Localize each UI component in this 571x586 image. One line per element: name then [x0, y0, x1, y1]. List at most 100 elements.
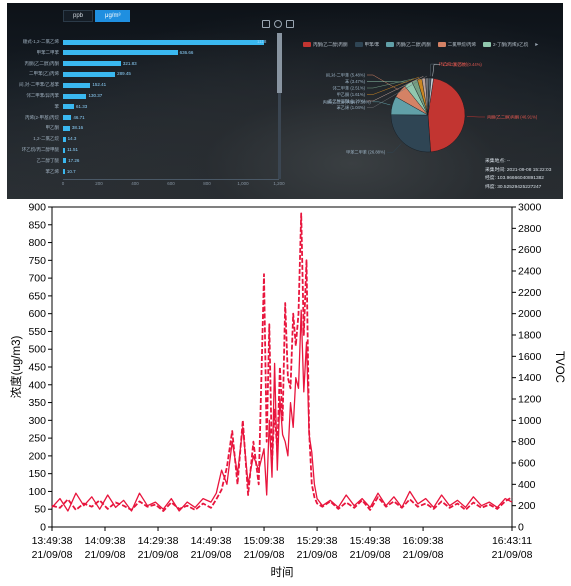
line-chart-svg: 0 50 100 150 200 250 300 350 400 450 500 550 600 650 7… [9, 202, 565, 580]
bar-fill [63, 169, 65, 175]
sampling-time: 采集时间: 2021-09-08 15:22:03 [485, 167, 552, 173]
pie-slice-label: 丙酮(乙二醇)丙酮 (46.91%) [487, 113, 538, 120]
y-axis-right: 0 200 400 600 800 1000 1200 1400 1600 1800 2000 220… [512, 202, 542, 534]
pie-slice[interactable] [427, 77, 434, 116]
y-tick-label: 50 [34, 504, 46, 516]
x-tick-time: 16:09:38 [403, 535, 444, 547]
x-axis-title: 时间 [271, 566, 294, 579]
bar-value: 636.66 [179, 49, 194, 55]
pie-slice-label: 乙二醇丁醚 (1.26%) [328, 98, 365, 105]
x-tick-time: 14:49:38 [191, 535, 232, 547]
concentration-line-chart: 0 50 100 150 200 250 300 350 400 450 500 550 600 650 7… [0, 199, 571, 586]
x-tick-date: 21/09/08 [403, 549, 444, 561]
download-icon[interactable] [286, 20, 294, 28]
bar-fill [63, 61, 121, 67]
bar-label: 邻二甲苯/异丙苯 [26, 93, 59, 98]
bar-value: 14.3 [67, 136, 77, 142]
data-view-icon[interactable] [262, 20, 270, 28]
y2-tick-label: 600 [518, 458, 536, 470]
bar-row[interactable]: 丙酮(乙二醇)丙酮 321.83 [7, 60, 279, 68]
y-tick-label: 250 [28, 433, 46, 445]
bar-chart-scrollbar[interactable] [277, 33, 282, 179]
bar-row[interactable]: 二甲苯(乙)丙烯 289.45 [7, 70, 279, 78]
pie-slice[interactable] [390, 114, 431, 153]
legend-item[interactable]: 丙酮(乙二醇)丙酮 [386, 42, 431, 48]
legend-item[interactable]: 甲苯/苯 [354, 42, 379, 48]
bar-label: 甲乙酮 [45, 125, 60, 131]
y2-tick-label: 400 [518, 479, 536, 491]
bar-label: 间,对-二甲苯/乙基苯 [19, 82, 59, 88]
legend-swatch [437, 42, 446, 47]
x-tick-date: 21/09/08 [138, 549, 179, 561]
bar-row[interactable]: 乙二醇丁醚 17.26 [7, 157, 279, 165]
scrollbar-thumb[interactable] [277, 33, 282, 93]
bar-row[interactable]: 苯 61.33 [7, 103, 279, 111]
bar-fill [63, 50, 178, 56]
bar-axis-tick: 200 [95, 181, 103, 186]
y-tick-label: 550 [28, 326, 46, 338]
bar-row[interactable]: 丙烯(2-甲基)丙烷 46.71 [7, 114, 279, 122]
bar-value: 38.16 [71, 125, 84, 131]
bar-axis-tick: 400 [131, 181, 139, 186]
chart-toolbox [262, 20, 294, 28]
pie-leader-line [387, 143, 402, 153]
bar-label: 丙烯(2-甲基)丙烷 [25, 114, 59, 120]
monitoring-dashboard: ppb μg/m³ 顺式-1,2-二氯乙烯 1118 甲苯二甲苯 636.66 丙酮(乙… [7, 3, 563, 199]
x-tick-time: 16:43:11 [492, 535, 532, 547]
bar-fill [63, 71, 116, 77]
bar-row[interactable]: 顺式-1,2-二氯乙烯 1118 [7, 38, 279, 46]
bar-value: 1118 [257, 39, 267, 44]
sampling-location: 采集地点: -- [485, 159, 511, 164]
y-tick-label: 350 [28, 397, 46, 409]
x-tick-time: 15:49:38 [350, 535, 391, 547]
x-tick-time: 14:09:38 [85, 535, 126, 547]
bar-value: 46.71 [73, 114, 85, 120]
species-pie-chart: 丙酮(乙二醇)丙酮 (46.91%) 甲苯二甲苯 (26.88%) 丙酮(乙二醇)丙… [323, 61, 538, 156]
y-tick-label: 0 [40, 522, 46, 534]
x-tick-date: 21/09/08 [297, 549, 338, 561]
legend-next-icon[interactable]: ▸ [535, 42, 539, 48]
bar-row[interactable]: 间,对-二甲苯/乙基苯 152.41 [7, 81, 279, 89]
y-tick-label: 500 [28, 344, 46, 356]
tab-ppb[interactable]: ppb [63, 10, 94, 22]
bar-label: 苯 [54, 103, 60, 109]
bar-value: 321.83 [122, 60, 137, 66]
bar-row[interactable]: 环乙烷/丙二醇甲醚 11.51 [7, 146, 279, 154]
bar-chart-axis [63, 179, 279, 180]
y-tick-label: 450 [28, 362, 46, 374]
bar-row[interactable]: 甲乙酮 38.16 [7, 124, 279, 132]
tab-ugm3[interactable]: μg/m³ [95, 10, 131, 22]
legend-swatch [303, 42, 311, 47]
y2-tick-label: 0 [518, 522, 524, 534]
bar-value: 10.7 [66, 168, 76, 174]
bar-row[interactable]: 甲苯二甲苯 636.66 [7, 49, 279, 57]
longitude: 经度: 103.96666040891382 [485, 176, 544, 181]
legend-item[interactable]: 丙酮(乙二醇)丙酮 [303, 42, 348, 48]
legend-item[interactable]: 2-丁酮(丙烯)/乙烷 [483, 42, 528, 48]
pie-slice-label: 丙酮(乙二醇)丙酮 (7.58%) [323, 98, 372, 105]
bar-label: 顺式-1,2-二氯乙烯 [22, 39, 59, 44]
y-tick-label: 850 [28, 219, 46, 231]
legend-item[interactable]: 二氯甲烷/丙烯 [437, 42, 476, 48]
x-tick-time: 14:29:38 [138, 535, 179, 547]
y2-tick-label: 200 [518, 500, 536, 512]
pie-leader-line [367, 78, 414, 89]
y-tick-label: 300 [28, 415, 46, 427]
pie-slice[interactable] [427, 78, 466, 153]
y-tick-label: 900 [28, 202, 46, 214]
bar-value: 61.33 [76, 103, 88, 109]
map-background [7, 3, 563, 199]
y2-tick-label: 1800 [518, 330, 542, 342]
y-tick-label: 200 [28, 450, 46, 462]
pie-leader-line [367, 81, 408, 83]
bar-row[interactable]: 苯乙烯 10.7 [7, 168, 279, 176]
series-group [51, 212, 513, 512]
bar-row[interactable]: 邻二甲苯/异丙苯 130.37 [7, 92, 279, 100]
y-tick-label: 100 [28, 486, 46, 498]
pie-slice-label: 间,对-二甲苯 (5.48%) [326, 72, 366, 79]
bar-label: 乙二醇丁醚 [36, 157, 60, 163]
refresh-icon[interactable] [274, 20, 282, 28]
y-tick-label: 750 [28, 255, 46, 267]
bar-fill [63, 136, 66, 142]
bar-row[interactable]: 1,2-二氯乙烷 14.3 [7, 135, 279, 143]
